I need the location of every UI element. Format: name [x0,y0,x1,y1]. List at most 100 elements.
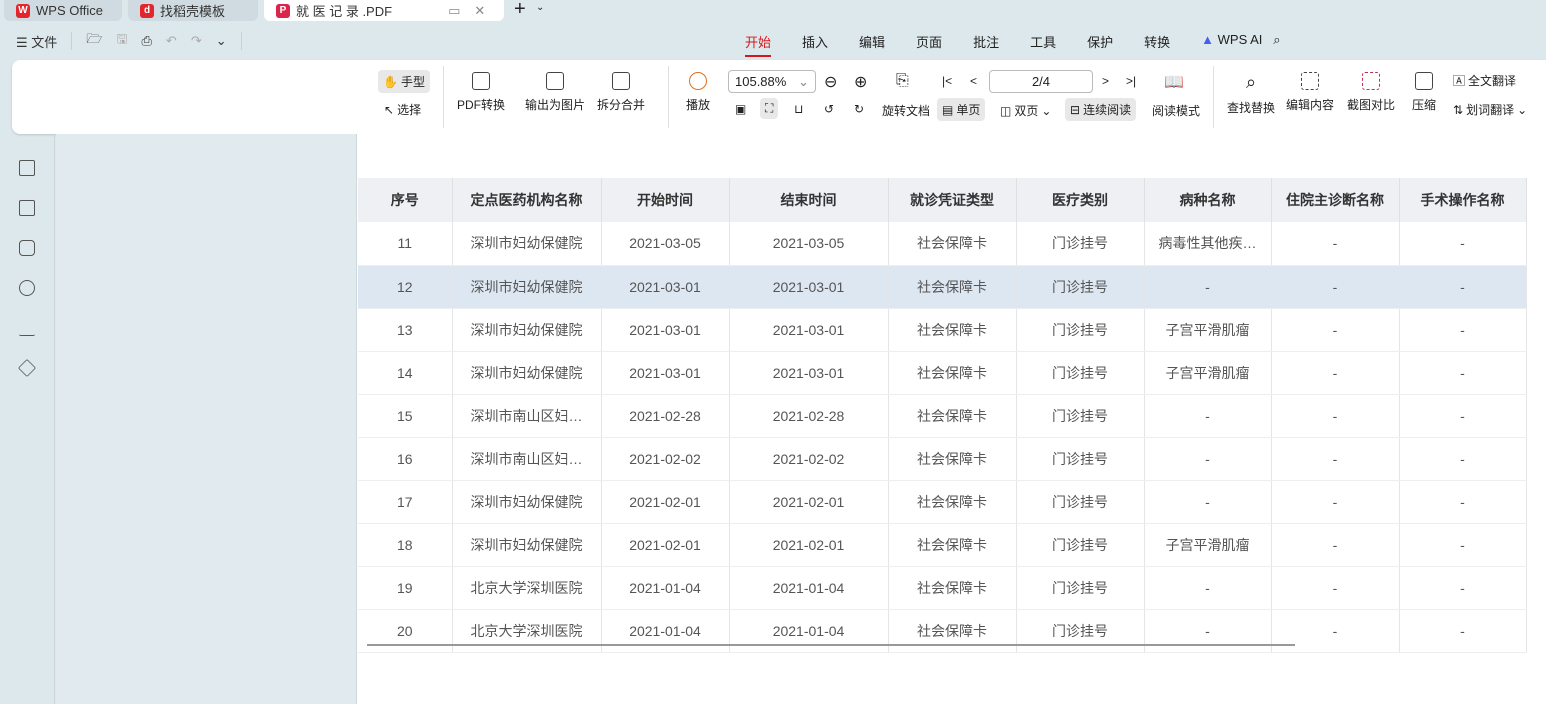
continuous-icon: ⊟ [1070,102,1081,117]
actual-size-icon[interactable]: ▣ [735,102,747,116]
table-cell: 社会保障卡 [888,523,1017,567]
open-icon[interactable]: 🗁 [86,31,103,46]
new-tab-icon[interactable]: + [514,0,526,20]
compress-button[interactable]: 压缩 [1412,72,1436,113]
main-menu: 开始 插入 编辑 页面 批注 工具 保护 转换 ▲ WPS AI ⌕ [745,32,1281,57]
ribbon-toolbar: ✋ 手型 ↖ 选择 PDF转换 输出为图片 拆分合并 播放 105.88% ⌄ ⊖ ⊕… [12,60,1546,134]
rotate-right-icon[interactable]: ↻ [854,102,865,116]
comment-icon[interactable] [19,240,35,256]
table-cell: 子宫平滑肌瘤 [1144,523,1272,567]
export-image-icon [546,72,564,90]
file-menu-button[interactable]: ☰ 文件 [16,34,58,50]
table-cell: - [1271,566,1400,610]
column-header: 手术操作名称 [1399,178,1527,222]
rotate-page-icon[interactable]: ⎘ [896,72,909,89]
window-icon[interactable]: ▭ [448,2,461,18]
table-row[interactable]: 16 深圳市南山区妇… 2021-02-02 2021-02-02 社会保障卡 门诊挂号 -… [358,437,1527,481]
print-icon[interactable]: ⎙ [141,33,152,48]
read-mode-button[interactable]: 阅读模式 [1152,104,1201,118]
menu-wps-ai[interactable]: ▲ WPS AI ⌕ [1201,32,1281,47]
table-row[interactable]: 11 深圳市妇幼保健院 2021-03-05 2021-03-05 社会保障卡 门诊挂号病… [358,222,1527,266]
bookmark-icon[interactable] [19,160,35,176]
continuous-read-button[interactable]: ⊟ 连续阅读 [1065,98,1137,121]
redo-icon[interactable]: ↷ [190,33,202,48]
play-icon [689,72,707,90]
chevron-down-icon[interactable]: ⌄ [536,2,545,13]
menu-insert[interactable]: 插入 [802,35,829,50]
next-page-icon[interactable]: > [1102,74,1110,88]
table-row[interactable]: 17 深圳市妇幼保健院 2021-02-01 2021-02-01 社会保障卡 门诊挂号 -… [358,480,1527,524]
search-icon[interactable]: ⌕ [1273,32,1281,47]
rotate-document-button[interactable]: 旋转文档 [882,104,931,118]
thumbnail-icon[interactable] [19,200,35,216]
edit-content-icon [1301,72,1319,90]
read-mode-icon[interactable]: 📖 [1164,74,1184,91]
export-image-button[interactable]: 输出为图片 [525,72,585,113]
double-page-button[interactable]: ◫ 双页 ⌄ [1000,103,1052,119]
table-cell: - [1271,222,1400,266]
menu-start[interactable]: 开始 [745,32,772,57]
more-chevron-icon[interactable]: ⌄ [215,33,227,48]
zoom-out-icon[interactable]: ⊖ [824,74,838,91]
attachment-icon[interactable] [19,280,35,296]
compress-icon [1415,72,1433,90]
menu-page[interactable]: 页面 [916,35,943,50]
table-row[interactable]: 13 深圳市妇幼保健院 2021-03-01 2021-03-01 社会保障卡 门诊挂号子… [358,308,1527,352]
table-cell: 15 [358,394,453,438]
table-cell: 社会保障卡 [888,351,1017,395]
table-cell: 2021-02-28 [729,394,889,438]
tab-wps-office[interactable]: W WPS Office [4,0,122,21]
menu-protect[interactable]: 保护 [1087,35,1114,50]
table-row[interactable]: 19 北京大学深圳医院 2021-01-04 2021-01-04 社会保障卡 门诊挂号 -… [358,566,1527,610]
word-translate-button[interactable]: ⇅ 划词翻译 ⌄ [1453,102,1528,118]
table-cell: - [1271,265,1400,309]
full-translate-button[interactable]: 🄰 全文翻译 [1453,74,1517,88]
table-cell: 深圳市南山区妇… [452,437,602,481]
close-icon[interactable]: ✕ [474,2,486,18]
table-cell: - [1144,437,1272,481]
screenshot-compare-button[interactable]: 截图对比 [1347,72,1395,113]
fit-width-icon[interactable]: ⊔ [794,102,804,116]
translate-icon: 🄰 [1453,74,1466,88]
menu-edit[interactable]: 编辑 [859,35,886,50]
table-row[interactable]: 14 深圳市妇幼保健院 2021-03-01 2021-03-01 社会保障卡 门诊挂号子… [358,351,1527,395]
menu-annotate[interactable]: 批注 [973,35,1000,50]
table-row[interactable]: 15 深圳市南山区妇… 2021-02-28 2021-02-28 社会保障卡 门诊挂号 -… [358,394,1527,438]
menu-convert[interactable]: 转换 [1144,35,1171,50]
document-page: 序号 定点医药机构名称 开始时间 结束时间 就诊凭证类型 医疗类别 病种名称 住院主诊断名称手… [357,134,1546,704]
fit-page-icon[interactable]: ⛶ [760,98,779,119]
layers-icon[interactable] [17,358,37,378]
table-cell: 2021-03-01 [601,265,730,309]
signature-icon[interactable] [19,320,35,336]
table-cell: 门诊挂号 [1016,437,1145,481]
hand-tool-button[interactable]: ✋ 手型 [378,70,430,93]
first-page-icon[interactable]: |< [942,74,953,88]
table-row[interactable]: 12 深圳市妇幼保健院 2021-03-01 2021-03-01 社会保障卡 门诊挂号 -… [358,265,1527,309]
zoom-in-icon[interactable]: ⊕ [854,74,868,91]
undo-icon[interactable]: ↶ [165,33,177,48]
select-tool-button[interactable]: ↖ 选择 [384,102,422,118]
split-merge-button[interactable]: 拆分合并 [597,72,645,113]
pdf-convert-button[interactable]: PDF转换 [457,72,505,113]
prev-page-icon[interactable]: < [970,74,978,88]
table-cell: 2021-02-28 [601,394,730,438]
tab-templates[interactable]: d 找稻壳模板 [128,0,258,21]
table-cell: - [1144,480,1272,524]
find-replace-button[interactable]: ⌕ 查找替换 [1227,72,1276,115]
save-icon[interactable]: 🖫 [116,31,128,46]
table-row[interactable]: 18 深圳市妇幼保健院 2021-02-01 2021-02-01 社会保障卡 门诊挂号子… [358,523,1527,567]
single-page-button[interactable]: ▤ 单页 [937,98,986,121]
last-page-icon[interactable]: >| [1126,74,1137,88]
page-number-input[interactable]: 2/4 [989,70,1093,93]
rotate-left-icon[interactable]: ↺ [824,102,835,116]
table-cell: 2021-01-04 [601,566,730,610]
play-button[interactable]: 播放 [686,72,710,113]
menu-tools[interactable]: 工具 [1030,35,1057,50]
edit-content-button[interactable]: 编辑内容 [1286,72,1334,113]
table-cell: - [1144,566,1272,610]
table-cell: - [1399,480,1527,524]
cursor-icon: ↖ [384,102,395,117]
table-cell: 13 [358,308,453,352]
zoom-select[interactable]: 105.88% ⌄ [728,70,816,93]
